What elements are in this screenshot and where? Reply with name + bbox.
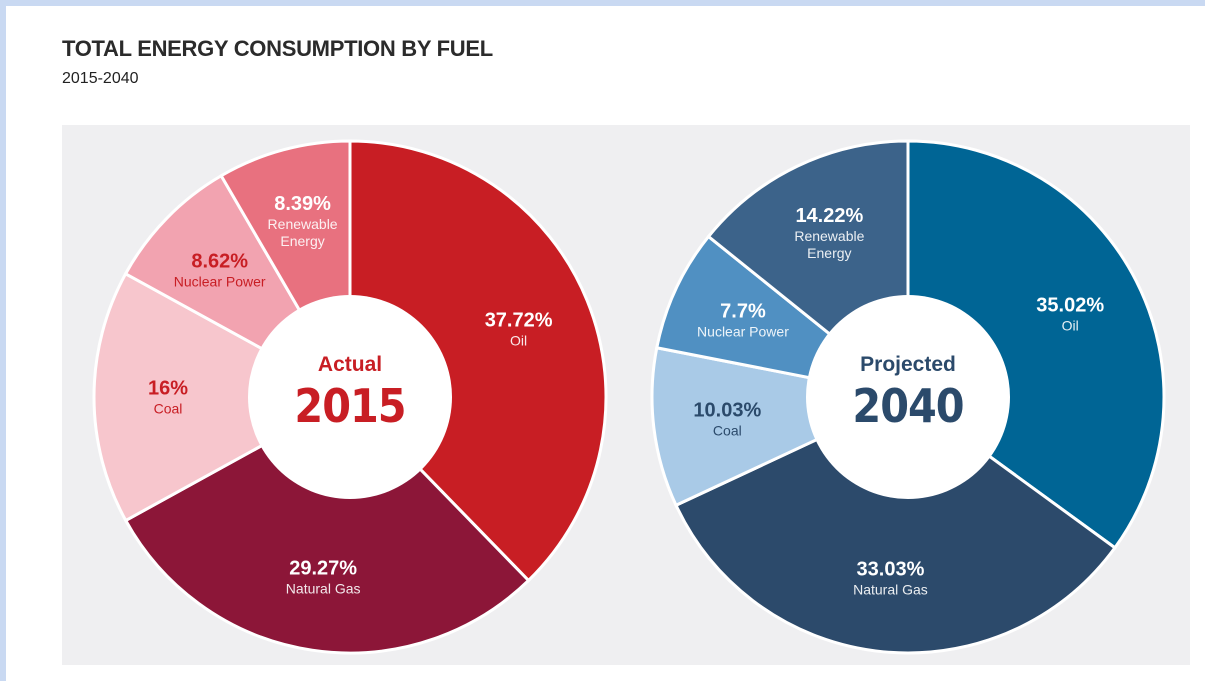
segment-value-label: 16% [147,377,189,400]
segment-label: 29.27% Natural Gas [275,557,371,598]
segment-label: 33.03% Natural Gas [842,558,938,599]
donut-segment [92,271,354,523]
segment-label: 8.39% Renewable Energy [255,192,351,250]
segment-label: 16% Coal [120,377,216,418]
segment-label: 10.03% Coal [679,399,775,440]
segment-value-label: 37.72% [484,309,553,332]
center-year: 2040 [852,379,964,433]
segment-label: 7.7% Nuclear Power [695,300,791,341]
segment-value-label: 8.39% [274,193,331,216]
donut-segment [906,139,1166,550]
center-caption: Actual [317,353,383,376]
segment-value-label: 14.22% [795,205,864,228]
donut-hole [248,295,452,499]
segment-category-label: Renewable Energy [794,228,865,261]
segment-label: 14.22% Renewable Energy [781,204,877,262]
segment-label: 37.72% Oil [471,308,567,349]
center-label: Actual 2015 [294,353,406,433]
donut-hole [806,295,1010,499]
segment-value-label: 10.03% [693,399,762,422]
segment-category-label: Nuclear Power [173,273,266,290]
segment-category-label: Renewable Energy [267,216,338,250]
title: TOTAL ENERGY CONSUMPTION BY FUEL [62,36,493,61]
donut-segment [674,395,1118,655]
center-caption: Projected [860,353,956,376]
center-label: Projected 2040 [852,353,964,433]
segment-category-label: Coal [153,400,183,417]
segment-category-label: Coal [712,422,742,439]
donut-segment [348,139,608,583]
segment-value-label: 7.7% [720,300,766,323]
segment-value-label: 29.27% [289,557,358,580]
segment-label: 35.02% Oil [1022,294,1118,335]
subtitle: 2015-2040 [62,70,139,87]
segment-category-label: Natural Gas [285,580,361,597]
segment-category-label: Nuclear Power [697,323,789,340]
segment-category-label: Oil [1061,318,1079,335]
center-year: 2015 [294,379,406,433]
segment-value-label: 8.62% [191,250,249,273]
segment-category-label: Oil [510,332,528,349]
donut-segment [123,395,531,655]
segment-category-label: Natural Gas [853,581,928,598]
segment-value-label: 33.03% [856,558,925,581]
segment-label: 8.62% Nuclear Power [172,250,268,291]
segment-value-label: 35.02% [1036,295,1105,318]
